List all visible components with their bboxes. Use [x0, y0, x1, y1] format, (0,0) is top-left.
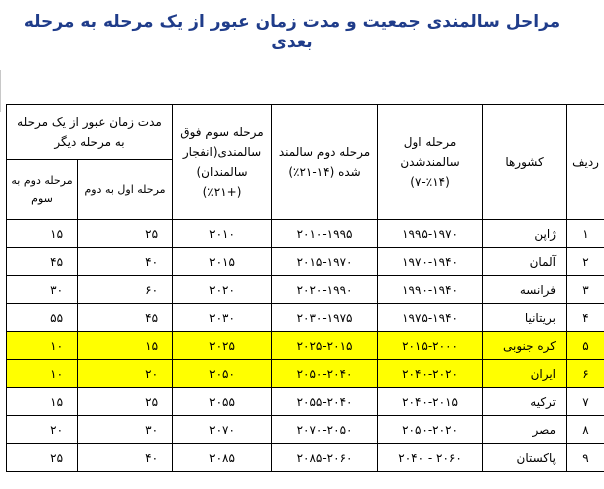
page-title: مراحل سالمندی جمعیت و مدت زمان عبور از ی… [23, 12, 561, 52]
table-row: ۸ مصر ۲۰۵۰-۲۰۲۰ ۲۰۷۰-۲۰۵۰ ۲۰۷۰ ۳۰ ۲۰ [5, 415, 604, 444]
stage-1-cell: ۱۹۷۰-۱۹۴۰ [377, 247, 484, 276]
stage-2-cell: ۲۰۵۰-۲۰۴۰ [271, 359, 379, 388]
stage-3-cell: ۲۰۲۵ [172, 331, 273, 360]
stage-2-cell: ۲۰۳۰-۱۹۷۵ [271, 303, 379, 332]
header-duration-1-to-2: مرحله اول به دوم [77, 159, 174, 220]
table-row: ۳ فرانسه ۱۹۹۰-۱۹۴۰ ۲۰۲۰-۱۹۹۰ ۲۰۲۰ ۶۰ ۳۰ [5, 275, 604, 304]
stage-1-cell: ۲۰۵۰-۲۰۲۰ [377, 415, 484, 444]
table-row: ۴ بریتانیا ۱۹۷۵-۱۹۴۰ ۲۰۳۰-۱۹۷۵ ۲۰۳۰ ۴۵ ۵۵ [5, 303, 604, 332]
stage-1-cell: ۲۰۴۰-۲۰۱۵ [377, 387, 484, 416]
stage-2-cell: ۲۰۷۰-۲۰۵۰ [271, 415, 379, 444]
duration-1-to-2-cell: ۱۵ [77, 331, 174, 360]
table-row: ۲ آلمان ۱۹۷۰-۱۹۴۰ ۲۰۱۵-۱۹۷۰ ۲۰۱۵ ۴۰ ۴۵ [5, 247, 604, 276]
stage-1-cell: ۱۹۷۵-۱۹۴۰ [377, 303, 484, 332]
stage-3-cell: ۲۰۸۵ [172, 443, 273, 472]
stage-2-cell: ۲۰۲۵-۲۰۱۵ [271, 331, 379, 360]
duration-2-to-3-cell: ۴۵ [5, 247, 79, 276]
country-cell: فرانسه [482, 275, 568, 304]
country-cell: پاکستان [482, 443, 568, 472]
table-row: ۷ ترکیه ۲۰۴۰-۲۰۱۵ ۲۰۵۵-۲۰۴۰ ۲۰۵۵ ۲۵ ۱۵ [5, 387, 604, 416]
stage-3-cell: ۲۰۲۰ [172, 275, 273, 304]
country-cell: ترکیه [482, 387, 568, 416]
table-row: ۶ ایران ۲۰۴۰-۲۰۲۰ ۲۰۵۰-۲۰۴۰ ۲۰۵۰ ۲۰ ۱۰ [5, 359, 604, 388]
row-number-cell: ۹ [566, 443, 604, 472]
stage-3-cell: ۲۰۵۰ [172, 359, 273, 388]
header-duration-2-to-3: مرحله دوم به سوم [5, 159, 79, 220]
stage-3-cell: ۲۰۱۵ [172, 247, 273, 276]
country-cell: ژاپن [482, 219, 568, 248]
duration-1-to-2-cell: ۴۰ [77, 443, 174, 472]
row-number-cell: ۶ [566, 359, 604, 388]
table-row: ۱ ژاپن ۱۹۹۵-۱۹۷۰ ۲۰۱۰-۱۹۹۵ ۲۰۱۰ ۲۵ ۱۵ [5, 219, 604, 248]
table-row: ۵ کره جنوبی ۲۰۱۵-۲۰۰۰ ۲۰۲۵-۲۰۱۵ ۲۰۲۵ ۱۵ ۱۰ [5, 331, 604, 360]
duration-1-to-2-cell: ۲۰ [77, 359, 174, 388]
duration-2-to-3-cell: ۳۰ [5, 275, 79, 304]
row-number-cell: ۳ [566, 275, 604, 304]
left-edge-line [0, 70, 1, 112]
aging-stages-table: ردیف کشورها مرحله اول سالمندشدن (۱۴٪-۷) … [5, 103, 604, 472]
duration-2-to-3-cell: ۱۰ [5, 331, 79, 360]
row-number-cell: ۸ [566, 415, 604, 444]
duration-2-to-3-cell: ۵۵ [5, 303, 79, 332]
stage-3-cell: ۲۰۵۵ [172, 387, 273, 416]
country-cell: کره جنوبی [482, 331, 568, 360]
row-number-cell: ۷ [566, 387, 604, 416]
stage-2-cell: ۲۰۸۵-۲۰۶۰ [271, 443, 379, 472]
duration-2-to-3-cell: ۱۰ [5, 359, 79, 388]
duration-2-to-3-cell: ۲۰ [5, 415, 79, 444]
duration-2-to-3-cell: ۱۵ [5, 387, 79, 416]
stage-3-cell: ۲۰۷۰ [172, 415, 273, 444]
stage-1-cell: ۲۰۴۰-۲۰۲۰ [377, 359, 484, 388]
stage-2-cell: ۲۰۵۵-۲۰۴۰ [271, 387, 379, 416]
header-stage-1: مرحله اول سالمندشدن (۱۴٪-۷) [377, 104, 484, 220]
header-stage-3: مرحله سوم فوق سالمندی(انفجار سالمندان) (… [172, 104, 273, 220]
header-stage-2: مرحله دوم سالمند شده (۱۴-۲۱٪) [271, 104, 379, 220]
stage-2-cell: ۲۰۱۰-۱۹۹۵ [271, 219, 379, 248]
country-cell: بریتانیا [482, 303, 568, 332]
row-number-cell: ۲ [566, 247, 604, 276]
duration-1-to-2-cell: ۴۵ [77, 303, 174, 332]
duration-1-to-2-cell: ۶۰ [77, 275, 174, 304]
stage-1-cell: ۱۹۹۵-۱۹۷۰ [377, 219, 484, 248]
table-row: ۹ پاکستان ۲۰۶۰ - ۲۰۴۰ ۲۰۸۵-۲۰۶۰ ۲۰۸۵ ۴۰ ۲۵ [5, 443, 604, 472]
duration-2-to-3-cell: ۱۵ [5, 219, 79, 248]
header-row-number: ردیف [566, 104, 604, 220]
country-cell: آلمان [482, 247, 568, 276]
duration-1-to-2-cell: ۲۵ [77, 387, 174, 416]
header-duration: مدت زمان عبور از یک مرحله به مرحله دیگر [5, 103, 174, 161]
table-body: ۱ ژاپن ۱۹۹۵-۱۹۷۰ ۲۰۱۰-۱۹۹۵ ۲۰۱۰ ۲۵ ۱۵ ۲ آلمان ۱۹۷… [5, 219, 604, 472]
stage-2-cell: ۲۰۲۰-۱۹۹۰ [271, 275, 379, 304]
stage-3-cell: ۲۰۱۰ [172, 219, 273, 248]
stage-2-cell: ۲۰۱۵-۱۹۷۰ [271, 247, 379, 276]
stage-1-cell: ۱۹۹۰-۱۹۴۰ [377, 275, 484, 304]
country-cell: ایران [482, 359, 568, 388]
duration-2-to-3-cell: ۲۵ [5, 443, 79, 472]
stage-1-cell: ۲۰۶۰ - ۲۰۴۰ [377, 443, 484, 472]
row-number-cell: ۴ [566, 303, 604, 332]
duration-1-to-2-cell: ۲۵ [77, 219, 174, 248]
duration-1-to-2-cell: ۴۰ [77, 247, 174, 276]
stage-3-cell: ۲۰۳۰ [172, 303, 273, 332]
row-number-cell: ۱ [566, 219, 604, 248]
stage-1-cell: ۲۰۱۵-۲۰۰۰ [377, 331, 484, 360]
row-number-cell: ۵ [566, 331, 604, 360]
header-country: کشورها [482, 104, 568, 220]
duration-1-to-2-cell: ۳۰ [77, 415, 174, 444]
country-cell: مصر [482, 415, 568, 444]
